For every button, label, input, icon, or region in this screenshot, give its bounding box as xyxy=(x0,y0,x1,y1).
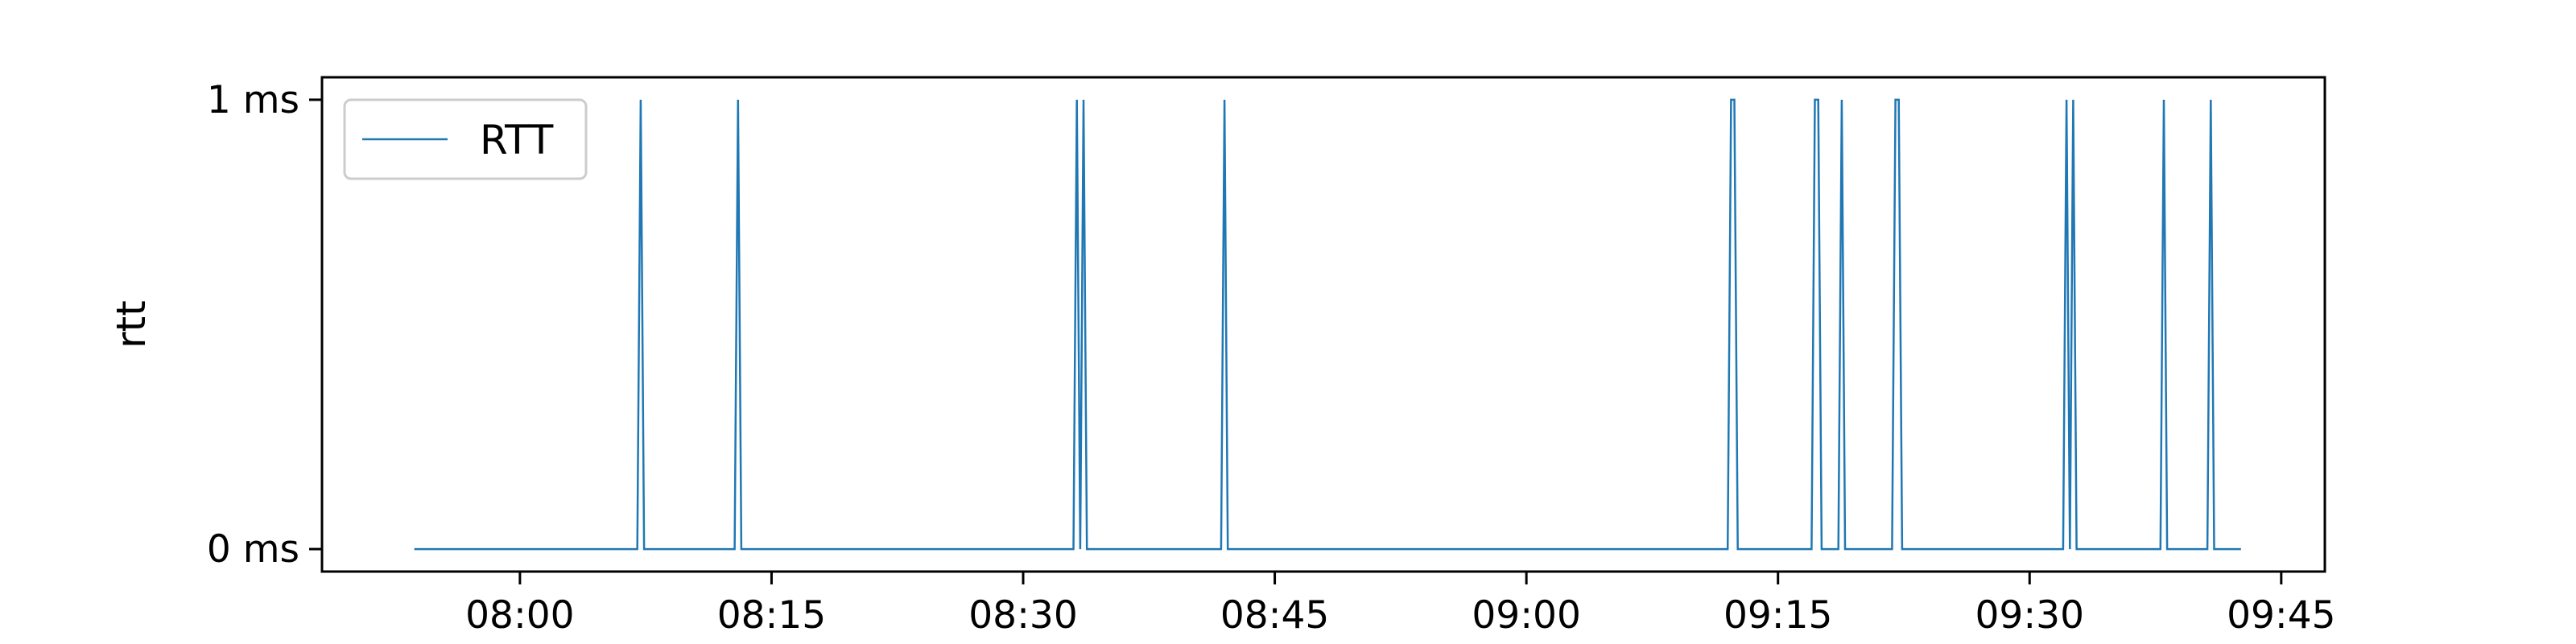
x-tick-label: 08:00 xyxy=(465,593,574,638)
x-tick-label: 09:30 xyxy=(1975,593,2084,638)
plot-frame xyxy=(320,76,2326,573)
x-tick-label: 08:15 xyxy=(717,593,826,638)
x-axis: 08:00 08:15 08:30 08:45 09:00 09:15 09:30 09:45 xyxy=(465,572,2336,638)
y-tick-label: 1 ms xyxy=(207,78,299,122)
series-layer xyxy=(414,98,2241,551)
x-tick-label: 09:00 xyxy=(1472,593,1580,638)
series-line-rtt xyxy=(414,98,2241,551)
legend-box xyxy=(343,98,588,180)
x-tick-label: 09:45 xyxy=(2227,593,2335,638)
legend-label-rtt: RTT xyxy=(480,117,554,163)
x-tick-label: 09:15 xyxy=(1724,593,1832,638)
legend: RTT xyxy=(343,98,588,180)
x-tick-label: 08:30 xyxy=(968,593,1077,638)
y-axis-title: rtt xyxy=(108,300,155,349)
y-tick-label: 0 ms xyxy=(207,527,299,572)
x-tick-label: 08:45 xyxy=(1220,593,1329,638)
y-axis: 0 ms 1 ms xyxy=(207,78,322,572)
